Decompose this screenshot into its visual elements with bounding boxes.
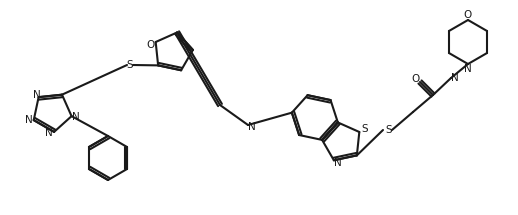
Text: N: N <box>451 73 459 83</box>
Text: S: S <box>127 60 133 70</box>
Text: O: O <box>464 10 472 20</box>
Text: N: N <box>334 158 342 168</box>
Text: N: N <box>33 90 40 100</box>
Text: N: N <box>71 112 79 122</box>
Text: N: N <box>45 128 53 138</box>
Text: N: N <box>25 115 33 125</box>
Text: S: S <box>386 125 392 135</box>
Text: O: O <box>147 40 155 50</box>
Text: S: S <box>361 124 368 134</box>
Text: O: O <box>411 74 419 84</box>
Text: N: N <box>248 122 256 132</box>
Text: N: N <box>464 64 472 74</box>
